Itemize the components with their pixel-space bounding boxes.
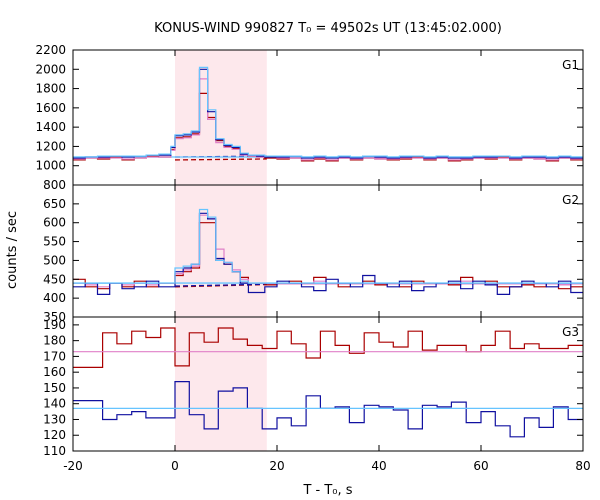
y-tick-label: 190 [43, 318, 66, 332]
panel-label: G1 [562, 58, 579, 72]
y-tick-label: 2200 [35, 43, 66, 57]
y-tick-label: 400 [43, 291, 66, 305]
y-tick-label: 160 [43, 365, 66, 379]
y-tick-label: 1600 [35, 101, 66, 115]
y-tick-label: 110 [43, 444, 66, 458]
x-tick-label: 80 [575, 459, 590, 473]
x-axis-label: T - T₀, s [302, 483, 352, 498]
panels: 800 1000 1200 1400 1600 1800 2000 2200 G1 350 400 4… [35, 43, 584, 458]
x-tick-label: 60 [473, 459, 488, 473]
series-dark-blue-line [73, 68, 583, 159]
x-tick-label: 0 [171, 459, 179, 473]
panel-g2: 350 400 450 500 550 600 650 G2 [43, 184, 584, 324]
panel-label: G2 [562, 193, 579, 207]
panel-plot [73, 66, 583, 162]
y-tick-label: 1800 [35, 82, 66, 96]
series-dark-blue-line [73, 381, 583, 438]
panel-plot [73, 327, 583, 438]
y-tick-label: 1400 [35, 120, 66, 134]
y-tick-label: 130 [43, 412, 66, 426]
series-light-blue-line [73, 66, 583, 158]
highlight-interval [175, 185, 267, 317]
y-tick-label: 350 [43, 310, 66, 324]
series-dark-red-line [73, 92, 583, 162]
panel-plot [73, 208, 583, 295]
y-tick-label: 120 [43, 428, 66, 442]
highlight-interval [175, 317, 267, 451]
panel-label: G3 [562, 325, 579, 339]
x-tick-label: 20 [269, 459, 284, 473]
y-tick-label: 1200 [35, 139, 66, 153]
y-tick-label: 800 [43, 178, 66, 192]
y-tick-label: 150 [43, 381, 66, 395]
panel-frame [72, 316, 584, 452]
y-tick-label: 550 [43, 235, 66, 249]
series-pink-line [73, 78, 583, 161]
y-axis-label: counts / sec [5, 211, 20, 289]
x-axis: -20 0 20 40 60 80 [63, 459, 590, 473]
y-tick-label: 500 [43, 253, 66, 267]
chart-title: KONUS-WIND 990827 T₀ = 49502s UT (13:45:… [154, 21, 502, 36]
panel-g1: 800 1000 1200 1400 1600 1800 2000 2200 G1 [35, 43, 584, 192]
y-tick-label: 450 [43, 272, 66, 286]
y-tick-label: 180 [43, 334, 66, 348]
y-tick-label: 140 [43, 397, 66, 411]
x-tick-label: 40 [371, 459, 386, 473]
y-tick-label: 600 [43, 216, 66, 230]
background-fit-dark-red [174, 158, 267, 161]
y-tick-label: 170 [43, 349, 66, 363]
series-light-blue-line [73, 208, 583, 284]
y-tick-label: 650 [43, 197, 66, 211]
series-pink-line [73, 214, 583, 288]
series-dark-red-line [73, 327, 583, 368]
background-fit-dark-blue [174, 283, 267, 287]
series-dark-blue-line [73, 212, 583, 295]
panel-frame [72, 49, 584, 186]
x-tick-label: -20 [63, 459, 83, 473]
panel-frame [72, 184, 584, 318]
y-tick-label: 1000 [35, 159, 66, 173]
y-tick-label: 2000 [35, 62, 66, 76]
highlight-interval [175, 50, 267, 185]
